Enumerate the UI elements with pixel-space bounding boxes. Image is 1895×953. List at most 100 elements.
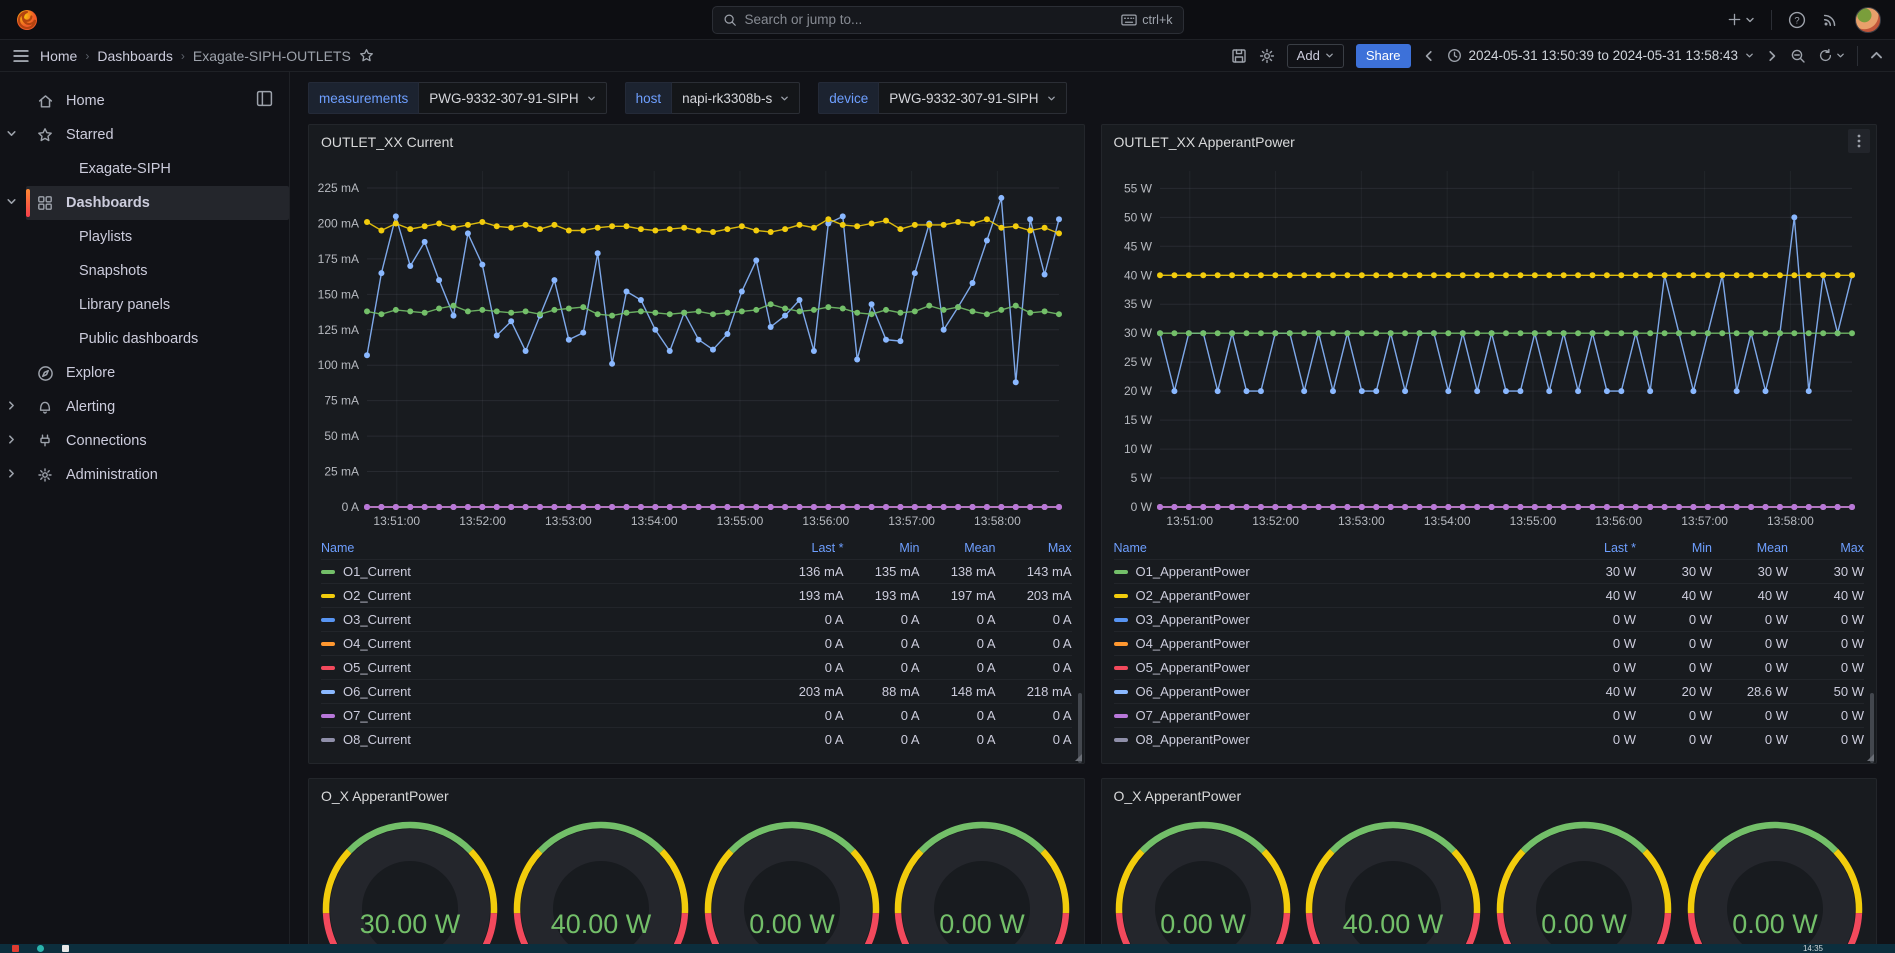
- sidebar-item-starred[interactable]: Starred: [26, 118, 289, 152]
- refresh-button[interactable]: [1818, 48, 1845, 63]
- timeseries-plot[interactable]: 0 W5 W10 W15 W20 W25 W30 W35 W40 W45 W50…: [1102, 159, 1877, 537]
- svg-text:50 W: 50 W: [1123, 210, 1152, 224]
- sidebar-item-library-panels[interactable]: Library panels: [26, 288, 289, 322]
- grafana-logo[interactable]: [14, 7, 40, 33]
- chevron-right-icon[interactable]: [6, 468, 17, 479]
- gauge: 40.00 W: [1298, 813, 1489, 952]
- chart-canvas[interactable]: 0 A25 mA50 mA75 mA100 mA125 mA150 mA175 …: [309, 159, 1069, 537]
- sidebar-item-snapshots[interactable]: Snapshots: [26, 254, 289, 288]
- variable-measurements[interactable]: measurements PWG-9332-307-91-SIPH: [308, 82, 607, 114]
- legend-header-col[interactable]: Mean: [920, 541, 996, 555]
- news-button[interactable]: [1822, 11, 1839, 28]
- dashboard-settings-icon[interactable]: [1259, 48, 1275, 64]
- chevron-down-icon[interactable]: [6, 128, 17, 139]
- panel-resize-handle[interactable]: [1075, 754, 1082, 761]
- legend-header-col[interactable]: Min: [844, 541, 920, 555]
- svg-text:200 mA: 200 mA: [318, 216, 359, 230]
- legend-row-O7_ApperantPower[interactable]: O7_ApperantPower0 W0 W0 W0 W: [1114, 703, 1865, 727]
- sidebar-item-playlists[interactable]: Playlists: [26, 220, 289, 254]
- legend-header-col[interactable]: Last *: [1560, 541, 1636, 555]
- legend-row-O6_ApperantPower[interactable]: O6_ApperantPower40 W20 W28.6 W50 W: [1114, 679, 1865, 703]
- variable-device[interactable]: device PWG-9332-307-91-SIPH: [818, 82, 1066, 114]
- sidebar-item-alerting[interactable]: Alerting: [26, 390, 289, 424]
- svg-text:?: ?: [1794, 15, 1799, 26]
- zoom-out-time-icon[interactable]: [1790, 48, 1806, 64]
- panel-title[interactable]: O_X ApperantPower: [1114, 788, 1242, 804]
- taskbar-clock: 14:35: [1803, 944, 1823, 953]
- time-forward-icon[interactable]: [1766, 50, 1778, 62]
- taskbar-app-icon[interactable]: [12, 945, 19, 952]
- search-icon: [723, 13, 737, 27]
- user-avatar[interactable]: [1855, 7, 1881, 33]
- legend-scrollbar[interactable]: [1078, 693, 1082, 763]
- legend-row-O1_ApperantPower[interactable]: O1_ApperantPower30 W30 W30 W30 W: [1114, 559, 1865, 583]
- panel-title[interactable]: OUTLET_XX ApperantPower: [1114, 134, 1295, 150]
- legend-value: 0 A: [768, 612, 844, 627]
- legend-header-col[interactable]: Last *: [768, 541, 844, 555]
- legend-header-name[interactable]: Name: [1114, 541, 1561, 555]
- sidebar-item-public-dashboards[interactable]: Public dashboards: [26, 322, 289, 356]
- breadcrumb-home[interactable]: Home: [40, 48, 77, 64]
- gauge-value: 0.00 W: [1160, 909, 1246, 939]
- legend-header-col[interactable]: Mean: [1712, 541, 1788, 555]
- taskbar-app-icon[interactable]: [62, 945, 69, 952]
- dashboards-icon: [36, 195, 54, 211]
- help-button[interactable]: ?: [1788, 11, 1806, 29]
- sidebar-item-exagate-siph[interactable]: Exagate-SIPH: [26, 152, 289, 186]
- search-input[interactable]: Search or jump to... ctrl+k: [712, 6, 1184, 34]
- legend-row-O2_Current[interactable]: O2_Current193 mA193 mA197 mA203 mA: [321, 583, 1072, 607]
- legend-row-O6_Current[interactable]: O6_Current203 mA88 mA148 mA218 mA: [321, 679, 1072, 703]
- panel-title[interactable]: OUTLET_XX Current: [321, 134, 453, 150]
- sidebar-item-home[interactable]: Home: [26, 84, 289, 118]
- chart-canvas[interactable]: 0 W5 W10 W15 W20 W25 W30 W35 W40 W45 W50…: [1102, 159, 1862, 537]
- os-taskbar[interactable]: 14:35: [0, 944, 1895, 953]
- legend-row-O7_Current[interactable]: O7_Current0 A0 A0 A0 A: [321, 703, 1072, 727]
- sidebar-item-dashboards[interactable]: Dashboards: [26, 186, 289, 220]
- legend-scrollbar[interactable]: [1870, 693, 1874, 763]
- mega-menu-toggle[interactable]: [12, 47, 30, 65]
- legend-row-O3_ApperantPower[interactable]: O3_ApperantPower0 W0 W0 W0 W: [1114, 607, 1865, 631]
- legend-row-O8_ApperantPower[interactable]: O8_ApperantPower0 W0 W0 W0 W: [1114, 727, 1865, 751]
- divider: [1771, 10, 1772, 30]
- legend-value: 0 W: [1788, 636, 1864, 651]
- legend-header-name[interactable]: Name: [321, 541, 768, 555]
- legend-table: NameLast *MinMeanMax O1_Current136 mA135 …: [309, 537, 1084, 751]
- collapse-toolbar-icon[interactable]: [1870, 49, 1883, 62]
- panel-resize-handle[interactable]: [1867, 754, 1874, 761]
- sidebar-item-administration[interactable]: Administration: [26, 458, 289, 492]
- panel-title[interactable]: O_X ApperantPower: [321, 788, 449, 804]
- legend-value: 0 W: [1636, 708, 1712, 723]
- new-menu-button[interactable]: [1727, 12, 1755, 27]
- panel-outlet-apperantpower: OUTLET_XX ApperantPower 0 W5 W10 W15 W20…: [1101, 124, 1878, 764]
- chevron-down-icon[interactable]: [6, 196, 17, 207]
- star-icon[interactable]: [359, 48, 374, 63]
- legend-row-O5_Current[interactable]: O5_Current0 A0 A0 A0 A: [321, 655, 1072, 679]
- save-dashboard-icon[interactable]: [1231, 48, 1247, 64]
- legend-header-col[interactable]: Max: [996, 541, 1072, 555]
- panel-menu-button[interactable]: [1848, 129, 1870, 153]
- legend-header-col[interactable]: Max: [1788, 541, 1864, 555]
- chevron-right-icon[interactable]: [6, 434, 17, 445]
- legend-row-O1_Current[interactable]: O1_Current136 mA135 mA138 mA143 mA: [321, 559, 1072, 583]
- legend-row-O4_ApperantPower[interactable]: O4_ApperantPower0 W0 W0 W0 W: [1114, 631, 1865, 655]
- breadcrumb-dashboards[interactable]: Dashboards: [97, 48, 173, 64]
- legend-row-O8_Current[interactable]: O8_Current0 A0 A0 A0 A: [321, 727, 1072, 751]
- sidebar-item-connections[interactable]: Connections: [26, 424, 289, 458]
- variable-host[interactable]: host napi-rk3308b-s: [625, 82, 801, 114]
- legend-row-O5_ApperantPower[interactable]: O5_ApperantPower0 W0 W0 W0 W: [1114, 655, 1865, 679]
- series-name: O1_ApperantPower: [1136, 564, 1250, 579]
- time-range-picker[interactable]: 2024-05-31 13:50:39 to 2024-05-31 13:58:…: [1447, 48, 1754, 63]
- legend-header-col[interactable]: Min: [1636, 541, 1712, 555]
- legend-row-O2_ApperantPower[interactable]: O2_ApperantPower40 W40 W40 W40 W: [1114, 583, 1865, 607]
- time-back-icon[interactable]: [1423, 50, 1435, 62]
- share-button[interactable]: Share: [1356, 44, 1411, 68]
- sidebar-item-explore[interactable]: Explore: [26, 356, 289, 390]
- chevron-down-icon: [1745, 51, 1754, 60]
- legend-row-O4_Current[interactable]: O4_Current0 A0 A0 A0 A: [321, 631, 1072, 655]
- timeseries-plot[interactable]: 0 A25 mA50 mA75 mA100 mA125 mA150 mA175 …: [309, 159, 1084, 537]
- taskbar-app-icon[interactable]: [37, 945, 44, 952]
- add-button[interactable]: Add: [1287, 44, 1344, 68]
- gauge-canvas: 0.00 W: [1109, 813, 1297, 952]
- chevron-right-icon[interactable]: [6, 400, 17, 411]
- legend-row-O3_Current[interactable]: O3_Current0 A0 A0 A0 A: [321, 607, 1072, 631]
